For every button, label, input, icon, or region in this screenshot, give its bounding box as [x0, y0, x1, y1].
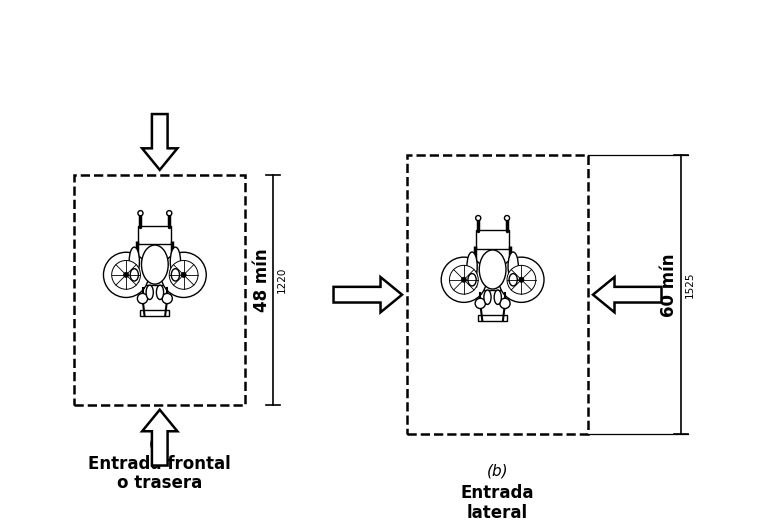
- Text: 48 mín: 48 mín: [253, 248, 271, 312]
- Circle shape: [441, 257, 487, 302]
- Circle shape: [161, 252, 206, 297]
- Ellipse shape: [484, 290, 491, 304]
- Ellipse shape: [467, 252, 477, 281]
- Text: Entrada: Entrada: [461, 484, 534, 502]
- Circle shape: [137, 293, 148, 304]
- Circle shape: [519, 277, 524, 282]
- Bar: [140, 310, 169, 316]
- Text: lateral: lateral: [467, 503, 528, 521]
- Circle shape: [162, 293, 172, 304]
- Ellipse shape: [156, 285, 163, 300]
- Ellipse shape: [146, 285, 153, 300]
- Polygon shape: [142, 114, 177, 170]
- Circle shape: [462, 277, 466, 282]
- Ellipse shape: [509, 274, 517, 286]
- Text: (a): (a): [149, 435, 170, 450]
- Polygon shape: [593, 277, 662, 312]
- Bar: [478, 315, 507, 321]
- Circle shape: [475, 298, 485, 308]
- Bar: [476, 230, 509, 249]
- Circle shape: [499, 257, 544, 302]
- Bar: [138, 265, 172, 285]
- Circle shape: [504, 216, 510, 221]
- Ellipse shape: [479, 250, 506, 289]
- Polygon shape: [142, 410, 177, 466]
- Circle shape: [111, 260, 140, 289]
- Circle shape: [166, 210, 172, 216]
- Ellipse shape: [170, 247, 181, 276]
- Text: Entrada frontal: Entrada frontal: [89, 454, 231, 473]
- Ellipse shape: [468, 274, 476, 286]
- Circle shape: [169, 260, 198, 289]
- Text: (b): (b): [487, 464, 508, 479]
- Text: o trasera: o trasera: [118, 474, 202, 492]
- Circle shape: [181, 272, 186, 278]
- Bar: [74, 175, 246, 405]
- Ellipse shape: [129, 247, 140, 276]
- Bar: [138, 226, 172, 244]
- Text: 1220: 1220: [277, 267, 287, 293]
- Bar: [476, 269, 509, 290]
- Ellipse shape: [141, 245, 168, 284]
- Ellipse shape: [130, 269, 138, 281]
- Circle shape: [104, 252, 149, 297]
- Circle shape: [500, 298, 510, 308]
- Text: 60 mín: 60 mín: [660, 253, 678, 317]
- Circle shape: [475, 216, 481, 221]
- Ellipse shape: [494, 290, 501, 304]
- Circle shape: [449, 265, 478, 294]
- Ellipse shape: [172, 269, 179, 281]
- Text: 1525: 1525: [685, 271, 695, 298]
- Bar: [407, 155, 588, 434]
- Circle shape: [138, 210, 143, 216]
- Circle shape: [507, 265, 536, 294]
- Circle shape: [124, 272, 129, 278]
- Ellipse shape: [508, 252, 518, 281]
- Polygon shape: [333, 277, 402, 312]
